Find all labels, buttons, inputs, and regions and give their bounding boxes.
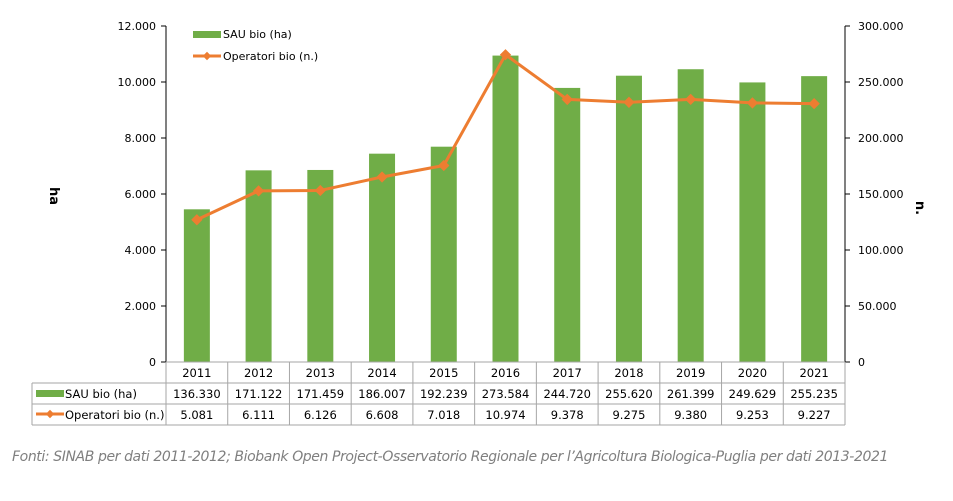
table-cell-sau: 244.720	[543, 387, 591, 401]
left-tick-label: 4.000	[125, 244, 157, 257]
table-row-header-operatori: Operatori bio (n.)	[65, 408, 164, 422]
right-axis-title: n.	[912, 201, 927, 215]
table-cell-operatori: 6.111	[242, 408, 275, 422]
right-tick-label: 100.000	[858, 244, 904, 257]
table-cell-sau: 255.620	[605, 387, 653, 401]
point-operatori-2016	[499, 49, 512, 61]
left-tick-label: 8.000	[125, 132, 157, 145]
table-cell-operatori: 9.227	[798, 408, 831, 422]
left-tick-label: 12.000	[118, 20, 157, 33]
category-label: 2011	[182, 366, 211, 380]
point-operatori-2015	[438, 159, 450, 172]
category-label: 2016	[491, 366, 520, 380]
left-axis-title: ha	[46, 187, 61, 205]
source-note: Fonti: SINAB per dati 2011-2012; Biobank…	[12, 449, 888, 465]
bar-sau-2018	[615, 75, 642, 362]
table-cell-sau: 255.235	[790, 387, 838, 401]
table-cell-operatori: 9.380	[674, 408, 707, 422]
right-tick-label: 50.000	[858, 300, 897, 313]
category-label: 2020	[738, 366, 767, 380]
bar-sau-2020	[739, 82, 766, 362]
right-tick-label: 300.000	[858, 20, 904, 33]
data-table: 2011 136.330 5.081 2012 171.122 6.111 2013 171.…	[31, 361, 846, 426]
bar-sau-2014	[369, 153, 396, 362]
table-cell-sau: 171.122	[235, 387, 283, 401]
table-cell-sau: 186.007	[358, 387, 406, 401]
left-tick-label: 10.000	[118, 76, 157, 89]
table-marker-operatori	[45, 409, 55, 419]
legend-label-sau: SAU bio (ha)	[223, 28, 292, 41]
table-cell-sau: 136.330	[173, 387, 221, 401]
table-cell-sau: 192.239	[420, 387, 468, 401]
table-row-header-sau: SAU bio (ha)	[65, 387, 137, 401]
table-cell-operatori: 6.126	[304, 408, 337, 422]
table-cell-operatori: 10.974	[485, 408, 525, 422]
bar-sau-2015	[430, 146, 457, 362]
table-cell-sau: 171.459	[297, 387, 345, 401]
table-cell-operatori: 5.081	[180, 408, 213, 422]
bar-series	[183, 55, 828, 363]
point-operatori-2014	[376, 171, 388, 183]
table-cell-operatori: 9.275	[612, 408, 645, 422]
left-tick-label: 6.000	[125, 188, 157, 201]
legend-marker-operatori	[202, 51, 212, 61]
legend: SAU bio (ha) Operatori bio (n.)	[193, 28, 318, 63]
table-cell-sau: 273.584	[482, 387, 530, 401]
bar-sau-2017	[554, 87, 581, 362]
bar-sau-2021	[801, 76, 828, 362]
bar-sau-2019	[677, 69, 704, 362]
legend-swatch-sau	[193, 31, 221, 38]
table-cell-operatori: 7.018	[427, 408, 460, 422]
point-operatori-2013	[314, 184, 326, 197]
category-label: 2014	[367, 366, 396, 380]
point-operatori-2012	[252, 185, 265, 197]
chart: 0 2.000 4.000 6.000 8.000 10.000 12.000 0 50.00…	[31, 20, 927, 426]
right-axis-ticks: 0 50.000 100.000 150.000 200.000 250.000 300.0…	[845, 20, 904, 369]
table-cell-sau: 249.629	[729, 387, 777, 401]
bar-sau-2013	[307, 169, 334, 362]
right-tick-label: 250.000	[858, 76, 904, 89]
right-tick-label: 200.000	[858, 132, 904, 145]
left-tick-label: 0	[149, 356, 156, 369]
bar-sau-2016	[492, 55, 519, 363]
right-tick-label: 150.000	[858, 188, 904, 201]
category-label: 2019	[676, 366, 705, 380]
category-label: 2012	[244, 366, 273, 380]
bar-sau-2011	[183, 209, 210, 362]
left-tick-label: 2.000	[125, 300, 157, 313]
table-swatch-sau	[36, 390, 64, 397]
legend-label-operatori: Operatori bio (n.)	[223, 50, 318, 63]
table-cell-operatori: 9.378	[551, 408, 584, 422]
category-label: 2017	[553, 366, 582, 380]
table-cell-sau: 261.399	[667, 387, 715, 401]
category-label: 2018	[614, 366, 643, 380]
table-cell-operatori: 6.608	[366, 408, 399, 422]
category-label: 2021	[799, 366, 828, 380]
table-cell-operatori: 9.253	[736, 408, 769, 422]
right-tick-label: 0	[858, 356, 865, 369]
category-label: 2013	[306, 366, 335, 380]
category-label: 2015	[429, 366, 458, 380]
point-operatori-2011	[191, 214, 203, 226]
left-axis-ticks: 0 2.000 4.000 6.000 8.000 10.000 12.000	[118, 20, 166, 369]
bar-sau-2012	[245, 170, 272, 362]
